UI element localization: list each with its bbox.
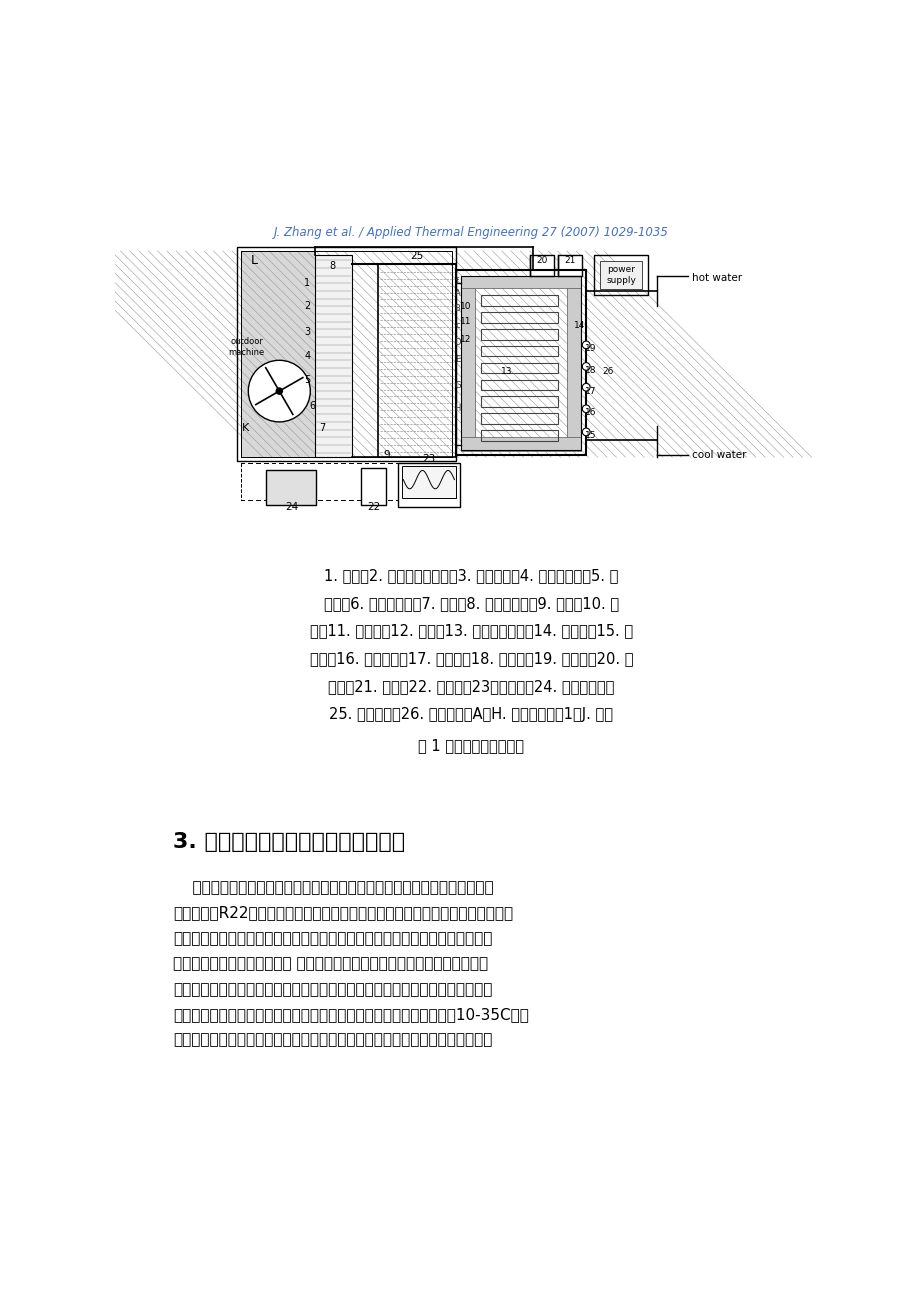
Text: f: f	[456, 277, 459, 286]
Text: A: A	[454, 289, 460, 298]
Text: 25: 25	[410, 251, 424, 262]
Bar	[397, 462, 460, 508]
Text: 热泵工质流量不同，系统性能及最佳充注量亦不同，一般来说，夏季相对需求量: 热泵工质流量不同，系统性能及最佳充注量亦不同，一般来说，夏季相对需求量	[173, 1032, 492, 1048]
Bar	[461, 276, 580, 449]
Bar	[481, 328, 558, 340]
Text: D: D	[454, 339, 460, 348]
Bar	[481, 345, 558, 357]
Text: 21: 21	[563, 256, 575, 266]
Bar	[481, 294, 558, 306]
Circle shape	[248, 361, 310, 422]
Bar	[461, 276, 580, 288]
Bar	[481, 397, 558, 408]
Text: 14: 14	[573, 322, 585, 331]
Text: cool water: cool water	[692, 450, 746, 460]
Bar	[530, 255, 553, 276]
Text: 19: 19	[584, 344, 596, 353]
Text: 水管；16. 循环水泵；17. 混水阀；18. 三通阀；19. 出水管；20. 控: 水管；16. 循环水泵；17. 混水阀；18. 三通阀；19. 出水管；20. …	[310, 651, 632, 667]
Text: E: E	[454, 355, 460, 365]
Text: J. Zhang et al. / Applied Thermal Engineering 27 (2007) 1029-1035: J. Zhang et al. / Applied Thermal Engine…	[274, 225, 668, 238]
Bar	[461, 437, 580, 452]
Text: K: K	[242, 423, 248, 434]
Text: 26: 26	[602, 367, 613, 376]
Text: 在对热泵系统进行了打压检漏、抽真空后，就要加入热泵工质，在这个实验: 在对热泵系统进行了打压检漏、抽真空后，就要加入热泵工质，在这个实验	[173, 880, 494, 894]
Text: 系统，使用R22作为工质。显然，填充量与蒸发器，冷凝器和压缩机有关。如果，: 系统，使用R22作为工质。显然，填充量与蒸发器，冷凝器和压缩机有关。如果，	[173, 905, 513, 921]
Bar	[241, 251, 451, 457]
Text: 13: 13	[500, 367, 512, 376]
Bar	[566, 276, 580, 449]
Circle shape	[276, 388, 282, 395]
Bar	[237, 247, 456, 461]
Text: power
supply: power supply	[606, 266, 635, 285]
Text: 制器；21. 电表；22. 计算机；23墅据监视；24. 数据采集器；: 制器；21. 电表；22. 计算机；23墅据监视；24. 数据采集器；	[328, 680, 614, 694]
Text: 9: 9	[382, 450, 389, 460]
Text: outdoor
machine: outdoor machine	[229, 337, 265, 357]
Text: 3: 3	[304, 327, 310, 337]
Text: 22: 22	[367, 501, 380, 512]
Text: L: L	[251, 254, 257, 267]
Text: 备达到理想的工作状态。另外，冬、夏季的环境温度不同（例如，上海10-35C），: 备达到理想的工作状态。另外，冬、夏季的环境温度不同（例如，上海10-35C），	[173, 1006, 528, 1022]
Circle shape	[582, 341, 589, 349]
Text: 12: 12	[460, 335, 471, 344]
Text: B: B	[454, 305, 460, 314]
Text: H: H	[454, 405, 460, 413]
Text: 5: 5	[304, 375, 310, 384]
Text: 4: 4	[304, 352, 310, 362]
Text: c: c	[455, 322, 460, 331]
Text: 热泵工质充注量过多，则压缩机负载加重，并且过多的热泵工质会占去冷凝器的: 热泵工质充注量过多，则压缩机负载加重，并且过多的热泵工质会占去冷凝器的	[173, 931, 492, 945]
Text: 1. 壳体；2. 翅片管式换热器；3. 轴流风扇；4. 气液分离器；5. 压: 1. 壳体；2. 翅片管式换热器；3. 轴流风扇；4. 气液分离器；5. 压	[324, 568, 618, 583]
Bar	[361, 469, 386, 505]
Bar	[594, 255, 648, 294]
Text: G: G	[454, 381, 460, 391]
Text: 20: 20	[536, 256, 547, 266]
Bar	[456, 271, 585, 454]
Text: 力偏低，热流密度变小，难以满足其额定的制热量。这两种情况均不能使热泵设: 力偏低，热流密度变小，难以满足其额定的制热量。这两种情况均不能使热泵设	[173, 982, 492, 996]
Bar	[481, 311, 558, 323]
Bar	[481, 414, 558, 424]
Bar	[266, 470, 316, 505]
Bar	[481, 380, 558, 391]
Text: 体；11. 保温层；12. 内筒；13. 盘管式冷凝器；14. 恒温室；15. 进: 体；11. 保温层；12. 内筒；13. 盘管式冷凝器；14. 恒温室；15. …	[310, 624, 632, 638]
Text: 16: 16	[584, 408, 596, 417]
Text: 7: 7	[319, 423, 324, 434]
Text: 6: 6	[309, 401, 315, 411]
Bar	[481, 431, 558, 441]
Bar	[481, 362, 558, 374]
Circle shape	[582, 383, 589, 391]
Text: 3. 空气源热泵热水器的制冷剂充注量: 3. 空气源热泵热水器的制冷剂充注量	[173, 832, 404, 853]
Text: 15: 15	[584, 431, 596, 440]
Text: hot water: hot water	[692, 273, 742, 283]
Circle shape	[582, 405, 589, 413]
Bar	[314, 255, 352, 457]
Text: 17: 17	[584, 387, 596, 396]
Bar	[378, 264, 456, 457]
Bar	[402, 466, 456, 499]
Text: 11: 11	[460, 318, 471, 327]
Text: 图 1 实验装置结构不意图: 图 1 实验装置结构不意图	[418, 738, 524, 754]
Text: 一部分面积，使制热效率下降 另一方面，若充注量过少，则压缩机进、回气压: 一部分面积，使制热效率下降 另一方面，若充注量过少，则压缩机进、回气压	[173, 956, 488, 971]
Text: 24: 24	[285, 501, 298, 512]
Circle shape	[582, 362, 589, 370]
Text: 8: 8	[329, 262, 335, 271]
Text: 25. 保温水箱；26. 循环求符；A～H. 深度传感器；1、J. 水表: 25. 保温水箱；26. 循环求符；A～H. 深度传感器；1、J. 水表	[329, 707, 613, 721]
Bar	[599, 260, 641, 289]
Bar	[461, 276, 475, 449]
Text: 缩机；6. 干燥过滤器；7. 阀门；8. 热力膨胀阀；9. 铜管；10. 壳: 缩机；6. 干燥过滤器；7. 阀门；8. 热力膨胀阀；9. 铜管；10. 壳	[323, 596, 618, 611]
Text: 2: 2	[304, 301, 310, 311]
Text: 18: 18	[584, 366, 596, 375]
Text: 23: 23	[422, 454, 435, 464]
Text: 1: 1	[304, 279, 310, 288]
Text: 10: 10	[460, 302, 471, 311]
Bar	[558, 255, 581, 276]
Circle shape	[582, 428, 589, 436]
Bar	[241, 251, 314, 457]
